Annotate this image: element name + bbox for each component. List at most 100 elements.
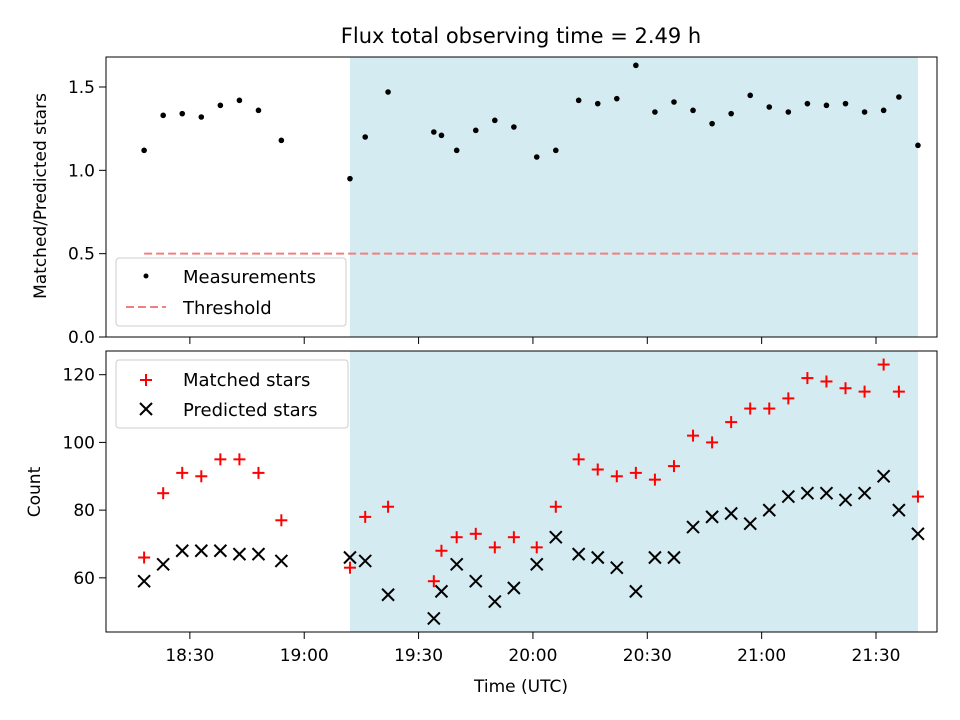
- predicted-star-point: [857, 486, 872, 500]
- predicted-star-point: [800, 486, 815, 500]
- measurement-point: [804, 100, 811, 107]
- predicted-star-point: [434, 584, 449, 599]
- ratio-legend-box: [115, 257, 347, 327]
- measurement-point: [823, 102, 830, 109]
- predicted-star-point: [530, 557, 544, 571]
- predicted-star-point: [591, 550, 605, 565]
- observing-window-shade-bottom: [349, 351, 918, 632]
- matched-star-point: [687, 429, 700, 442]
- measurement-point: [690, 107, 696, 114]
- measurement-point: [453, 147, 460, 154]
- count-legend: Matched stars Predicted stars: [115, 359, 349, 429]
- matched-star-point: [382, 500, 395, 513]
- measurement-points: [141, 62, 921, 182]
- predicted-star-point: [469, 574, 483, 588]
- matched-star-point: [858, 385, 871, 398]
- predicted-star-point: [156, 557, 170, 571]
- measurement-point: [431, 129, 437, 135]
- matched-star-point: [877, 358, 890, 371]
- measurement-point: [785, 109, 792, 115]
- predicted-star-point: [610, 560, 624, 575]
- predicted-star-point: [686, 520, 700, 534]
- count-panel-frame: [105, 350, 938, 633]
- predicted-star-point: [274, 554, 289, 568]
- predicted-star-point: [449, 557, 464, 571]
- count-y-tick-label: 120: [63, 366, 95, 386]
- measurement-point: [553, 147, 559, 154]
- matched-star-point: [450, 531, 463, 544]
- count-y-tick-label: 60: [73, 569, 95, 589]
- matched-star-point: [275, 514, 288, 527]
- ratio-panel: 0.0 0.5 1.0 1.5 Matched/Predicted stars Mea…: [31, 56, 938, 348]
- measurement-point: [362, 134, 369, 140]
- predicted-star-point: [175, 544, 189, 558]
- chart-title: Flux total observing time = 2.49 h: [341, 24, 701, 48]
- matched-star-point: [214, 453, 227, 466]
- matched-star-point: [252, 466, 265, 479]
- ratio-y-tick-label: 0.5: [68, 245, 95, 265]
- measurement-point: [511, 124, 517, 130]
- ratio-x-ticks: [189, 337, 877, 344]
- predicted-star-point: [892, 503, 906, 517]
- legend-threshold-label: Threshold: [182, 298, 272, 319]
- matched-star-point: [763, 402, 776, 415]
- measurement-point: [179, 110, 186, 117]
- measurement-point: [141, 147, 147, 154]
- measurement-point: [575, 97, 582, 104]
- matched-star-point: [820, 375, 833, 388]
- measurement-point: [472, 127, 479, 134]
- legend-predicted-label: Predicted stars: [183, 400, 317, 421]
- matched-star-point: [591, 463, 604, 476]
- ratio-y-tick-label: 0.0: [68, 328, 95, 348]
- ratio-y-tick-label: 1.5: [68, 78, 95, 98]
- time-x-ticks: 18:30 19:00 19:30 20:00 20:30 21:00 21:30: [165, 632, 901, 666]
- predicted-star-point: [381, 588, 395, 602]
- predicted-star-point: [705, 510, 719, 524]
- matched-star-point: [648, 473, 661, 486]
- matched-star-point: [176, 466, 189, 479]
- legend-matched-marker: [140, 374, 152, 386]
- legend-matched-label: Matched stars: [183, 370, 310, 391]
- measurement-point: [842, 100, 849, 107]
- time-x-tick-label: 19:30: [394, 646, 443, 666]
- legend-measurements-marker: [143, 273, 149, 279]
- predicted-star-point: [819, 486, 834, 500]
- measurement-point: [652, 109, 658, 115]
- matched-star-point: [469, 527, 482, 540]
- time-x-tick-label: 21:30: [852, 646, 901, 666]
- predicted-star-point: [571, 547, 586, 561]
- measurement-point: [533, 154, 540, 160]
- count-legend-box: [115, 359, 349, 429]
- matched-star-point: [427, 575, 440, 588]
- predicted-star-point: [137, 574, 151, 588]
- measurement-point: [728, 110, 734, 117]
- matched-star-point: [801, 372, 814, 385]
- ratio-y-ticks: 0.0 0.5 1.0 1.5: [68, 78, 106, 348]
- matched-star-point: [507, 531, 520, 544]
- time-x-tick-label: 20:00: [508, 646, 557, 666]
- measurement-point: [347, 175, 353, 182]
- predicted-star-point: [488, 594, 502, 609]
- predicted-star-point: [667, 550, 681, 565]
- count-y-label: Count: [25, 466, 45, 517]
- predicted-star-point: [507, 581, 521, 595]
- time-x-tick-label: 20:30: [623, 646, 672, 666]
- time-x-label: Time (UTC): [473, 677, 568, 697]
- measurement-point: [438, 132, 445, 139]
- count-panel: 60 80 100 120 18:30 19:00 19:30 20:00 20:30 21:0…: [25, 350, 938, 697]
- matched-star-point: [572, 453, 585, 466]
- observing-window-shade-top: [349, 57, 918, 337]
- matched-star-point: [359, 510, 372, 523]
- predicted-star-point: [343, 550, 357, 565]
- ratio-panel-frame: [105, 56, 938, 338]
- ratio-y-label: Matched/Predicted stars: [31, 93, 51, 299]
- legend-predicted-marker: [139, 402, 153, 416]
- count-y-tick-label: 80: [73, 501, 95, 521]
- measurement-point: [880, 107, 887, 114]
- count-y-ticks: 60 80 100 120: [63, 366, 106, 589]
- matched-star-point: [233, 453, 246, 466]
- matched-star-point: [629, 466, 642, 479]
- predicted-star-point: [358, 554, 372, 568]
- count-y-tick-label: 100: [63, 433, 95, 453]
